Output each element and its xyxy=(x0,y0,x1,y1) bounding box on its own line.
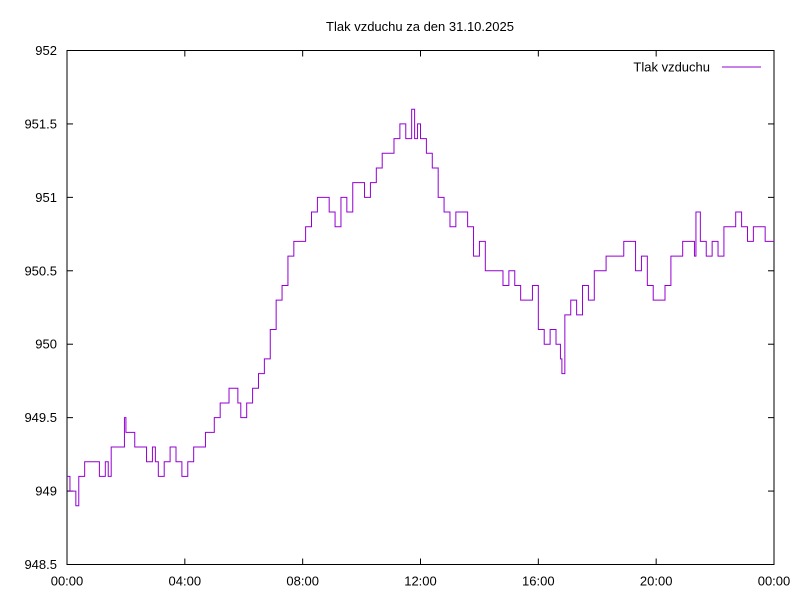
series-line-0 xyxy=(67,108,774,507)
x-tick-label: 00:00 xyxy=(51,574,84,589)
x-tick-label: 08:00 xyxy=(286,574,319,589)
y-axis: 948.5 949 949.5 950 950.5 951 951.5 952 xyxy=(24,43,774,572)
y-tick-label: 951.5 xyxy=(24,116,57,131)
y-tick-label: 949 xyxy=(35,484,57,499)
y-tick-label: 951 xyxy=(35,190,57,205)
x-tick-label: 16:00 xyxy=(522,574,555,589)
x-tick-label: 00:00 xyxy=(758,574,791,589)
y-tick-label: 950 xyxy=(35,337,57,352)
x-tick-label: 20:00 xyxy=(640,574,673,589)
y-tick-label: 950.5 xyxy=(24,263,57,278)
legend: Tlak vzduchu xyxy=(633,60,761,75)
y-tick-label: 952 xyxy=(35,43,57,58)
series-layer xyxy=(67,108,774,507)
y-tick-label: 948.5 xyxy=(24,557,57,572)
y-tick-label: 949.5 xyxy=(24,410,57,425)
chart-title: Tlak vzduchu za den 31.10.2025 xyxy=(326,19,514,34)
legend-label: Tlak vzduchu xyxy=(633,60,710,75)
x-axis: 00:00 04:00 08:00 12:00 16:00 20:00 00:00 xyxy=(51,50,791,589)
x-tick-label: 12:00 xyxy=(404,574,437,589)
x-tick-label: 04:00 xyxy=(169,574,202,589)
